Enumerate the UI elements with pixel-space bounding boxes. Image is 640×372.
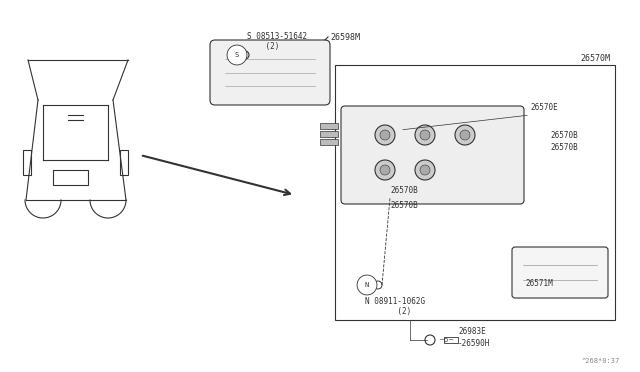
Circle shape [455,125,475,145]
Circle shape [375,125,395,145]
Text: -26590H: -26590H [458,340,490,349]
Circle shape [380,130,390,140]
Circle shape [415,125,435,145]
Bar [320,123,338,129]
Text: 26571M: 26571M [525,279,553,288]
Circle shape [415,160,435,180]
Bar [23,150,31,175]
Circle shape [375,160,395,180]
Text: 26570B: 26570B [550,131,578,140]
Bar [335,65,615,320]
FancyBboxPatch shape [210,40,330,105]
Text: 26570M: 26570M [580,54,610,63]
Bar [444,337,458,343]
FancyBboxPatch shape [341,106,524,204]
Circle shape [420,165,430,175]
Circle shape [380,165,390,175]
Text: 26570B: 26570B [550,142,578,151]
Circle shape [460,130,470,140]
Bar [53,170,88,185]
Text: N 08911-1062G
       (2): N 08911-1062G (2) [365,297,425,317]
Bar [320,131,338,137]
Text: ~o~: ~o~ [438,337,454,343]
Text: 26983E: 26983E [458,327,486,337]
Text: S: S [235,52,239,58]
Text: N: N [365,282,369,288]
Text: 26598M: 26598M [330,32,360,42]
Text: 26570E: 26570E [530,103,557,112]
Text: ^268*0:37: ^268*0:37 [582,358,620,364]
Circle shape [420,130,430,140]
Text: S 08513-51642
    (2): S 08513-51642 (2) [247,32,307,51]
Text: 26570B: 26570B [390,186,418,195]
Bar [120,150,128,175]
Text: 26570B: 26570B [390,201,418,209]
FancyBboxPatch shape [512,247,608,298]
Bar [320,139,338,145]
